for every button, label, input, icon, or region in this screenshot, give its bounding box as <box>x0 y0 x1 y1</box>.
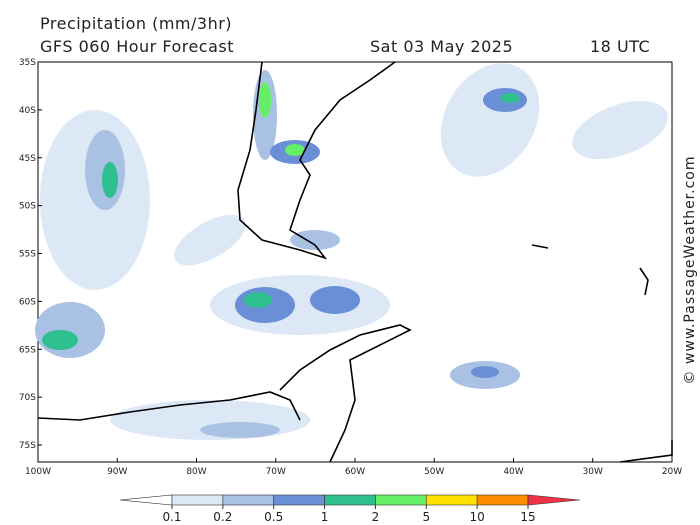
precip-area <box>244 292 272 308</box>
lon-label: 100W <box>25 467 51 477</box>
precip-area <box>500 93 520 103</box>
coastline <box>531 244 549 249</box>
precip-area <box>200 422 280 438</box>
lon-label: 80W <box>186 467 206 477</box>
colorbar-label: 0.5 <box>264 510 283 524</box>
precip-area <box>35 302 105 358</box>
lat-label: 45S <box>19 154 36 164</box>
precip-area <box>471 366 499 378</box>
precip-area <box>310 286 360 314</box>
colorbar: 0.1 0.2 0.5 1 2 5 10 15 <box>119 494 581 524</box>
colorbar-label: 1 <box>321 510 329 524</box>
lon-label: 70W <box>266 467 286 477</box>
lon-label: 60W <box>345 467 365 477</box>
lat-label: 70S <box>19 393 36 403</box>
precip-area <box>285 144 305 156</box>
coastline <box>37 391 301 421</box>
lat-label: 50S <box>19 202 36 212</box>
colorbar-bin <box>425 494 478 506</box>
coastline <box>237 61 396 260</box>
coastline <box>639 267 649 296</box>
time: 18 UTC <box>590 37 650 56</box>
lat-label: 75S <box>19 441 36 451</box>
precip-area <box>174 214 246 266</box>
precip-area <box>42 330 78 350</box>
lat-label: 55S <box>19 250 36 260</box>
lon-label: 30W <box>583 467 603 477</box>
precip-area <box>102 162 118 198</box>
colorbar-label: 15 <box>520 510 535 524</box>
lon-label: 40W <box>503 467 523 477</box>
precip-area <box>290 230 340 250</box>
lat-label: 60S <box>19 297 36 307</box>
colorbar-bin <box>222 494 275 506</box>
coastline <box>619 440 673 463</box>
lat-label: 65S <box>19 345 36 355</box>
precip <box>35 63 668 440</box>
colorbar-label: 10 <box>470 510 485 524</box>
colorbar-high <box>527 494 581 506</box>
lat-label: 40S <box>19 106 36 116</box>
lon-label: 20W <box>662 467 682 477</box>
colorbar-bin <box>476 494 529 506</box>
title: Precipitation (mm/3hr) <box>40 14 232 33</box>
map <box>35 61 673 463</box>
colorbar-bin <box>273 494 325 506</box>
date: Sat 03 May 2025 <box>370 37 513 56</box>
colorbar-bin <box>171 494 224 506</box>
colorbar-low <box>119 494 173 506</box>
lon-label: 90W <box>107 467 127 477</box>
model: GFS 060 Hour Forecast <box>40 37 234 56</box>
colorbar-bin <box>324 494 376 506</box>
watermark: © www.PassageWeather.com <box>682 155 698 384</box>
lon-label: 50W <box>424 467 444 477</box>
coastlines <box>37 61 673 463</box>
colorbar-bin <box>375 494 427 506</box>
precip-area <box>572 100 668 160</box>
colorbar-label: 0.1 <box>162 510 181 524</box>
colorbar-label: 0.2 <box>213 510 232 524</box>
colorbar-label: 2 <box>372 510 380 524</box>
coastline <box>279 324 412 463</box>
lat-label: 35S <box>19 58 36 68</box>
colorbar-label: 5 <box>422 510 430 524</box>
precip-area <box>259 82 271 118</box>
